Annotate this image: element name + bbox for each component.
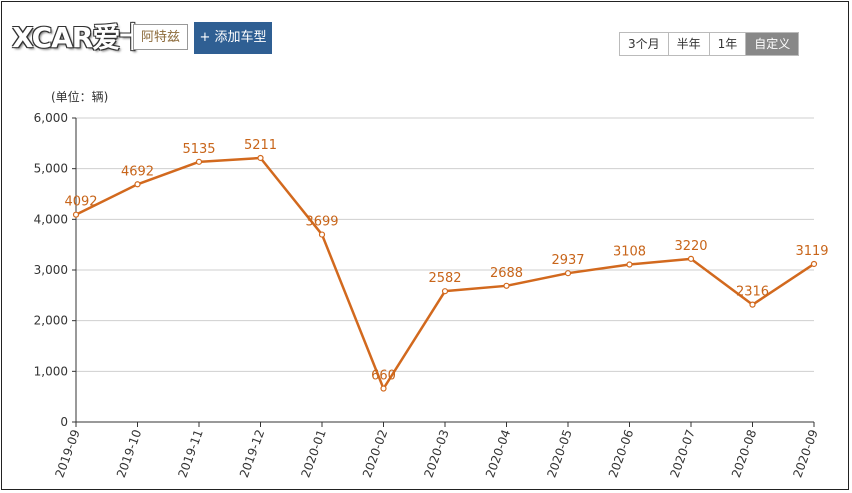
data-point [72, 211, 80, 218]
y-tick-label: 2,000 [34, 314, 68, 328]
data-point [564, 270, 572, 277]
x-tick-label: 2020-02 [360, 428, 390, 480]
data-label: 3119 [795, 244, 828, 259]
x-tick-label: 2019-12 [237, 428, 267, 480]
data-point [318, 231, 326, 238]
y-tick-label: 5,000 [34, 162, 68, 176]
x-tick-label: 2019-11 [175, 428, 205, 480]
data-point [503, 282, 510, 289]
data-label: 660 [371, 369, 396, 384]
y-tick-label: 3,000 [34, 263, 68, 277]
x-tick-label: 2020-03 [421, 428, 451, 480]
data-label: 3699 [305, 215, 338, 230]
data-label: 2688 [490, 266, 523, 281]
unit-label: (单位：辆) [51, 90, 109, 104]
data-point [749, 301, 756, 308]
y-tick-label: 4,000 [34, 212, 68, 226]
data-point [810, 260, 818, 268]
model-tag[interactable]: 阿特兹 [133, 24, 189, 50]
data-label: 3108 [613, 245, 646, 260]
data-label: 5211 [244, 138, 277, 153]
data-label: 5135 [182, 142, 215, 157]
x-tick-label: 2019-09 [52, 428, 82, 480]
x-tick-label: 2020-06 [606, 428, 636, 480]
data-label: 2316 [736, 285, 769, 300]
data-point [687, 255, 695, 262]
data-point [626, 261, 633, 268]
x-tick-label: 2020-07 [667, 428, 697, 480]
data-label: 2582 [428, 271, 461, 286]
data-point [195, 158, 203, 165]
add-model-button[interactable]: + 添加车型 [194, 22, 272, 54]
range-custom-button[interactable]: 自定义 [746, 33, 799, 55]
data-point [380, 385, 387, 392]
x-tick-label: 2020-01 [298, 428, 328, 480]
data-point [441, 288, 449, 295]
range-1-year-button[interactable]: 1年 [709, 33, 747, 55]
data-label: 4092 [64, 195, 97, 210]
x-tick-label: 2020-05 [544, 428, 574, 480]
range-3-months-button[interactable]: 3个月 [620, 33, 669, 55]
data-label: 3220 [674, 239, 707, 254]
data-point [134, 181, 141, 188]
y-tick-label: 1,000 [34, 364, 68, 378]
x-tick-label: 2020-09 [790, 428, 820, 480]
y-tick-label: 6,000 [34, 111, 68, 125]
data-point [257, 154, 264, 162]
xcar-logo: XCAR爱卡 [12, 21, 147, 54]
x-tick-label: 2020-08 [729, 428, 759, 480]
x-tick-label: 2019-10 [114, 428, 144, 480]
y-tick-label: 0 [60, 415, 68, 429]
range-half-year-button[interactable]: 半年 [668, 33, 710, 55]
data-label: 2937 [551, 253, 584, 268]
x-tick-label: 2020-04 [483, 428, 513, 480]
data-label: 4692 [121, 164, 154, 179]
range-selector: 3个月 半年 1年 自定义 [619, 32, 800, 56]
